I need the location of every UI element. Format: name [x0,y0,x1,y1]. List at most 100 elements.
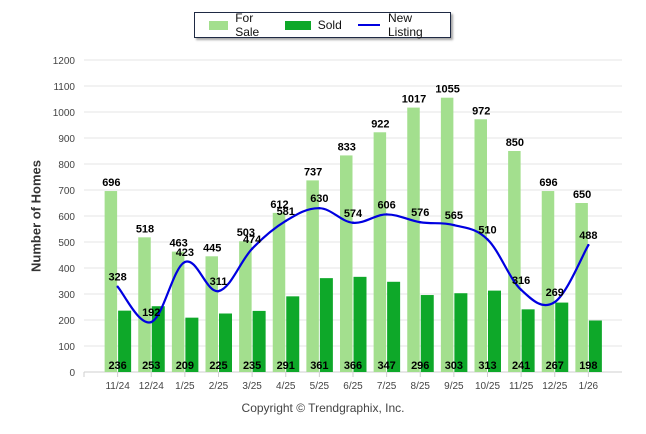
for-sale-value-label: 833 [338,141,356,153]
x-tick-label: 12/24 [139,381,164,392]
new-listing-value-label: 311 [210,276,228,288]
y-tick-label: 200 [58,316,75,327]
new-listing-point [385,213,388,216]
y-tick-label: 900 [58,134,75,145]
x-tick-label: 1/26 [579,381,599,392]
for-sale-value-label: 612 [270,199,288,211]
sold-bar [219,313,232,372]
x-tick-label: 3/25 [242,381,262,392]
y-axis-title: Number of Homes [28,160,44,272]
sold-value-label: 236 [108,360,126,372]
for-sale-bar [440,97,454,372]
sold-value-label: 303 [445,360,463,372]
sold-value-label: 296 [411,360,429,372]
for-sale-value-label: 445 [203,242,221,254]
for-sale-value-label: 503 [237,227,255,239]
new-listing-point [150,320,153,324]
for-sale-bar [239,241,252,372]
x-tick-label: 9/25 [444,381,464,392]
sold-bar [555,302,569,372]
new-listing-point [318,207,321,210]
sold-bar [319,278,333,372]
x-axis: 11/24 12/24 1/25 2/25 3/25 4/25 5/25 6/25 7/25 8/… [83,372,599,392]
x-tick-label: 5/25 [310,381,330,392]
copyright: Copyright © Trendgraphix, Inc. [241,401,405,415]
new-listing-point [116,285,119,288]
new-listing-point [553,300,556,304]
sold-value-label: 361 [310,360,328,372]
for-sale-bar [272,212,286,372]
new-listing-point [452,223,456,227]
for-sale-bar [508,151,521,372]
y-tick-label: 800 [58,160,75,171]
y-tick-label: 0 [69,368,75,379]
new-listing-value-label: 192 [142,307,160,319]
sold-value-label: 253 [142,360,160,372]
new-listing-value-label: 316 [512,275,530,287]
x-tick-label: 11/25 [509,381,534,392]
sold-value-label: 291 [277,360,295,372]
sold-value-label: 241 [512,360,530,372]
sold-bar [387,281,401,372]
legend-item-new-listing[interactable]: New Listing [357,11,434,39]
for-sale-value-label: 737 [304,166,322,178]
for-sale-value-label: 922 [371,118,389,130]
y-axis: 0 100 200 300 400 500 600 700 800 900 1000 1100 1200 [53,56,76,379]
sold-bar [420,295,434,372]
for-sale-bar [340,155,353,372]
y-tick-label: 600 [58,212,75,223]
for-sale-value-label: 1055 [435,84,459,96]
for-sale-value-label: 696 [539,177,557,189]
sold-bar [488,290,501,372]
x-tick-label: 4/25 [276,381,296,392]
for-sale-value-label: 972 [472,105,490,117]
for-sale-bar [104,191,118,372]
x-tick-label: 7/25 [377,381,397,392]
for-sale-value-label: 696 [102,177,120,189]
sold-value-label: 209 [176,360,194,372]
new-listing-value-label: 474 [243,234,262,246]
y-tick-label: 1100 [53,82,75,93]
new-listing-point [519,288,523,292]
new-listing-line [116,207,590,324]
sold-swatch [284,20,311,30]
sold-bar [588,320,602,372]
sold-value-label: 225 [209,360,227,372]
sold-value-label: 267 [546,360,564,372]
sold-bar [521,309,535,372]
y-tick-label: 700 [58,186,75,197]
sold-bar [252,310,266,372]
sold-bar [185,317,199,372]
data-labels: 696 236 518 253 463 209 445 225 503 235 612 291 737 3… [102,84,597,372]
for-sale-value-label: 650 [573,189,591,201]
legend: For Sale Sold New Listing [194,11,451,39]
sold-bar [118,310,132,372]
new-listing-value-label: 576 [411,207,429,219]
sold-bar [454,293,468,372]
legend-item-for-sale[interactable]: For Sale [209,11,269,39]
legend-label: New Listing [388,11,423,39]
for-sale-bar [541,191,555,372]
x-tick-label: 11/24 [105,381,130,392]
legend-label: Sold [317,18,342,32]
new-listing-point [183,260,187,264]
y-tick-label: 300 [58,290,75,301]
new-listing-value-label: 269 [546,287,564,299]
new-listing-point [217,289,220,293]
for-sale-bar [575,203,588,372]
new-listing-value-label: 328 [108,272,126,284]
sold-bar [151,306,165,372]
for-sale-bar [306,180,319,372]
new-listing-value-label: 630 [310,193,328,205]
for-sale-bar [171,251,185,372]
sold-value-label: 313 [478,360,496,372]
sold-value-label: 198 [579,360,597,372]
sold-bar [353,276,367,372]
new-listing-value-label: 574 [344,208,363,220]
x-tick-label: 1/25 [175,381,195,392]
for-sale-bar [205,256,218,372]
new-listing-value-label: 510 [478,224,496,236]
legend-item-sold[interactable]: Sold [284,18,342,32]
sold-bar [286,296,300,372]
y-tick-label: 100 [58,342,75,353]
